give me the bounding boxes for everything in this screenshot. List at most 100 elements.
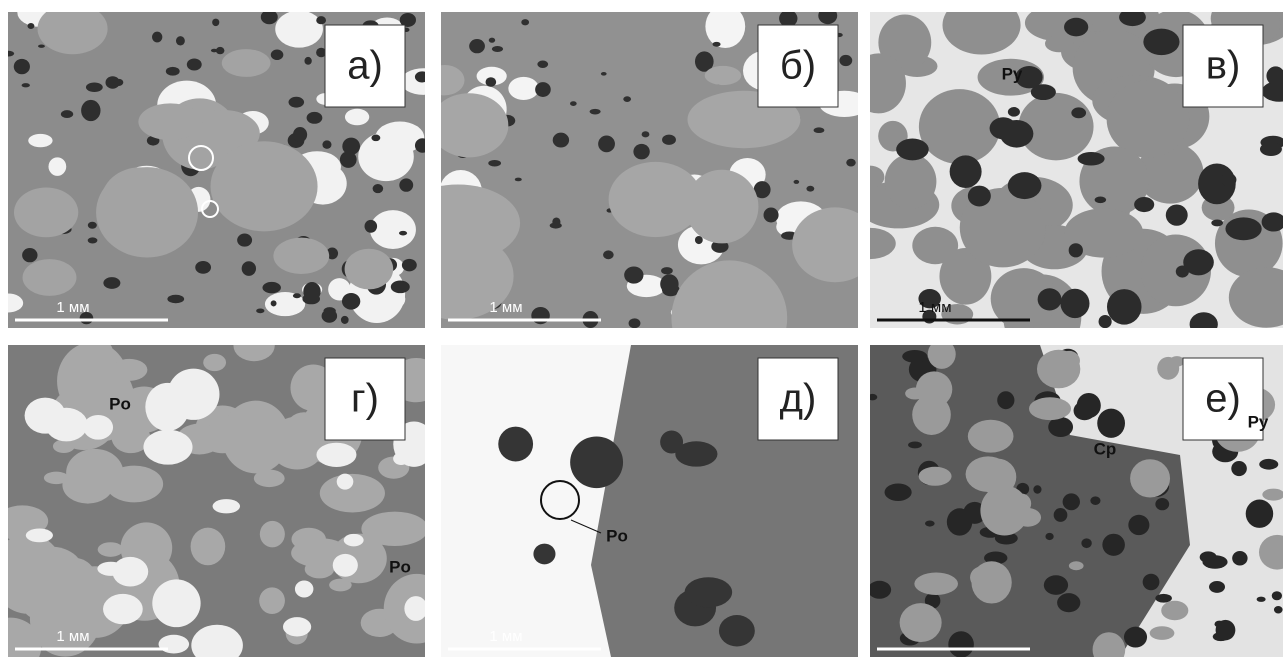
- grain: [22, 83, 30, 87]
- panel-label: е): [1205, 377, 1241, 421]
- grain: [623, 96, 631, 102]
- grain: [642, 131, 650, 137]
- grain: [273, 238, 329, 274]
- grain: [912, 227, 958, 264]
- grain: [779, 10, 797, 27]
- grain: [1099, 315, 1112, 328]
- grain: [839, 55, 852, 66]
- grain: [1166, 204, 1188, 225]
- grain: [370, 210, 416, 249]
- grain: [22, 248, 37, 262]
- grain: [896, 139, 929, 161]
- grain: [1097, 409, 1125, 438]
- grain: [191, 528, 226, 566]
- grain: [103, 594, 143, 624]
- grain: [590, 109, 601, 115]
- grain: [1069, 561, 1084, 570]
- grain: [393, 452, 409, 465]
- grain: [537, 61, 548, 68]
- grain: [1090, 496, 1100, 505]
- grain: [968, 186, 991, 207]
- grain: [629, 318, 641, 328]
- grain: [1183, 249, 1214, 275]
- mineral-annotation: Po: [389, 557, 411, 576]
- grain: [488, 160, 501, 166]
- grain: [66, 449, 123, 497]
- grain: [948, 631, 974, 657]
- grain: [1209, 581, 1225, 593]
- mineral-annotation: Py: [1002, 64, 1023, 83]
- grain: [846, 159, 855, 167]
- grain: [371, 135, 380, 142]
- grain: [237, 234, 252, 247]
- grain: [138, 103, 202, 140]
- grain: [660, 430, 683, 453]
- grain: [469, 39, 485, 53]
- grain: [404, 596, 427, 621]
- grain: [304, 57, 311, 65]
- grain: [902, 350, 927, 363]
- grain: [492, 46, 503, 52]
- grain: [1063, 493, 1080, 510]
- grain: [794, 180, 800, 184]
- grain: [919, 89, 1000, 164]
- grain: [970, 566, 995, 588]
- grain: [1045, 533, 1053, 540]
- grain: [316, 443, 356, 467]
- grain: [97, 562, 124, 576]
- grain: [176, 36, 185, 45]
- grain: [365, 220, 378, 233]
- grain: [764, 208, 779, 223]
- grain: [1008, 107, 1020, 117]
- grain: [486, 77, 497, 87]
- grain: [88, 237, 98, 243]
- grain: [83, 415, 113, 440]
- grain: [968, 420, 1014, 453]
- grain: [81, 100, 100, 121]
- grain: [662, 135, 676, 145]
- grain: [195, 261, 211, 274]
- grain: [914, 573, 958, 595]
- grain: [916, 371, 952, 407]
- grain: [900, 603, 942, 642]
- scale-label: 1 мм: [918, 299, 951, 316]
- grain: [814, 127, 825, 133]
- grain: [103, 277, 120, 289]
- panel-label: а): [347, 44, 383, 88]
- grain: [105, 76, 119, 89]
- grain: [211, 141, 318, 231]
- grain: [533, 544, 555, 565]
- grain: [38, 44, 45, 47]
- scale-label: 1 мм: [489, 299, 522, 316]
- grain: [498, 427, 533, 462]
- grain: [603, 250, 614, 259]
- grain: [305, 560, 334, 578]
- grain: [1225, 217, 1261, 240]
- grain: [145, 383, 189, 431]
- grain: [925, 521, 935, 527]
- grain: [919, 467, 952, 486]
- grain: [1029, 397, 1071, 420]
- grain: [289, 97, 305, 108]
- grain: [269, 417, 326, 470]
- grain: [399, 178, 413, 191]
- grain: [1274, 606, 1283, 613]
- grain: [293, 127, 307, 142]
- grain: [570, 436, 623, 488]
- grain: [521, 19, 529, 25]
- grain: [14, 188, 78, 238]
- grain: [1214, 621, 1224, 628]
- grain: [950, 155, 982, 188]
- grain: [402, 259, 417, 272]
- grain: [1064, 18, 1088, 37]
- grain: [340, 151, 357, 168]
- grain: [685, 577, 733, 607]
- grain: [1069, 243, 1083, 257]
- grain: [997, 391, 1014, 409]
- grain: [515, 178, 522, 182]
- scale-label: 1 мм: [489, 628, 522, 645]
- scale-label: 1 мм: [56, 299, 89, 316]
- panel-label: в): [1206, 44, 1241, 88]
- grain: [1130, 459, 1170, 497]
- grain: [1150, 626, 1175, 640]
